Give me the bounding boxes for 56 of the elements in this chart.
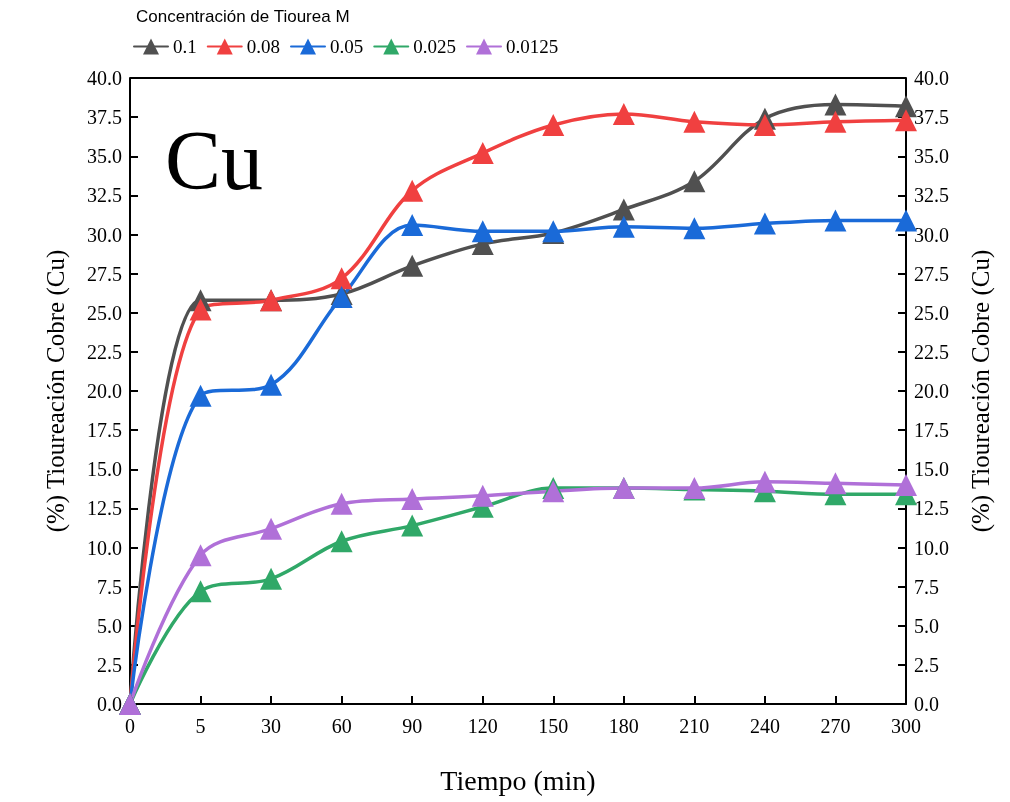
x-tick-label: 150 — [538, 715, 569, 737]
y2-tick-label: 40.0 — [914, 67, 949, 89]
y-tick-label: 22.5 — [87, 340, 122, 363]
y2-tick-label: 5.0 — [914, 614, 939, 637]
y-tick-label: 17.5 — [87, 419, 122, 442]
x-tick-label: 120 — [467, 715, 498, 737]
y2-tick-label: 22.5 — [914, 340, 949, 363]
y-tick-label: 40.0 — [87, 67, 122, 89]
y2-tick-label: 20.0 — [914, 380, 949, 402]
y2-tick-label: 2.5 — [914, 653, 939, 676]
x-tick-label: 210 — [679, 715, 710, 737]
y2-tick-label: 25.0 — [914, 301, 949, 324]
x-tick-label: 5 — [195, 715, 206, 737]
legend-label: 0.025 — [413, 36, 456, 57]
x-tick-label: 30 — [261, 715, 282, 737]
y2-tick-label: 37.5 — [914, 106, 949, 129]
x-tick-label: 300 — [891, 715, 921, 737]
x-tick-label: 60 — [331, 715, 352, 737]
y2-axis-title: (%) Tioureación Cobre (Cu) — [967, 249, 995, 533]
y-tick-label: 10.0 — [87, 536, 122, 559]
legend-label: 0.1 — [173, 36, 197, 57]
annotation: Cu — [165, 113, 264, 207]
y2-tick-label: 17.5 — [914, 419, 949, 442]
y-axis-title: (%) Tioureación Cobre (Cu) — [42, 249, 70, 533]
x-tick-label: 90 — [402, 715, 423, 737]
y-tick-label: 2.5 — [97, 653, 122, 676]
x-tick-label: 0 — [125, 715, 135, 737]
legend-label: 0.05 — [330, 36, 364, 57]
y-tick-label: 0.0 — [97, 693, 122, 715]
y-tick-label: 5.0 — [97, 614, 122, 637]
y-tick-label: 27.5 — [87, 262, 122, 285]
y-tick-label: 15.0 — [87, 458, 122, 481]
x-axis-title: Tiempo (min) — [440, 764, 596, 796]
y-tick-label: 7.5 — [97, 575, 122, 598]
y-tick-label: 37.5 — [87, 106, 122, 129]
y-tick-label: 25.0 — [87, 301, 122, 324]
y-tick-label: 32.5 — [87, 184, 122, 207]
x-tick-label: 240 — [749, 715, 780, 737]
y2-tick-label: 12.5 — [914, 497, 949, 520]
y2-tick-label: 35.0 — [914, 145, 949, 168]
y-tick-label: 30.0 — [87, 223, 122, 246]
y-tick-label: 35.0 — [87, 145, 122, 168]
y-tick-label: 12.5 — [87, 497, 122, 520]
y2-tick-label: 7.5 — [914, 575, 939, 598]
legend-title: Concentración de Tiourea M — [136, 7, 350, 26]
y2-tick-label: 30.0 — [914, 223, 949, 246]
y2-tick-label: 27.5 — [914, 262, 949, 285]
y2-tick-label: 10.0 — [914, 536, 949, 559]
y2-tick-label: 32.5 — [914, 184, 949, 207]
y2-tick-label: 15.0 — [914, 458, 949, 481]
y2-tick-label: 0.0 — [914, 693, 939, 715]
x-tick-label: 270 — [820, 715, 851, 737]
legend-label: 0.0125 — [506, 36, 559, 57]
x-tick-label: 180 — [608, 715, 639, 737]
y-tick-label: 20.0 — [87, 380, 122, 402]
legend-label: 0.08 — [246, 36, 280, 57]
